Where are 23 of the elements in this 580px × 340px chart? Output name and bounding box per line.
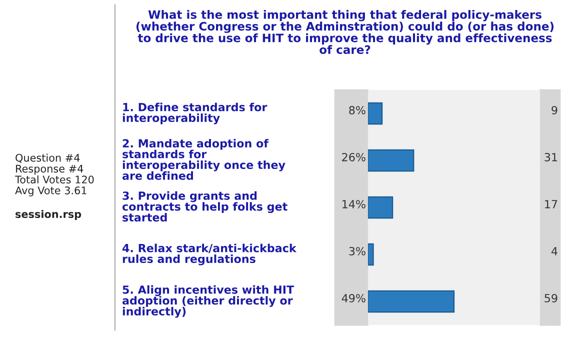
text: session.rsp [16, 210, 82, 220]
y-tick-label: 3. Provide grants and contracts to help folks get started [122, 191, 288, 222]
text: 9 [552, 106, 558, 114]
bar [368, 149, 414, 172]
y-tick-label: 2. Mandate adoption of standards for interoperability once they are defined [122, 138, 286, 180]
text: 4 [551, 247, 558, 256]
y-tick-label: 5. Align incentives with HIT adoption (either directly or indirectly) [122, 285, 294, 318]
text: 59 [544, 294, 558, 302]
data-label: 49% [342, 294, 366, 302]
data-label: 3% [349, 246, 366, 256]
data-label: 8% [349, 106, 366, 114]
bar [368, 196, 394, 219]
data-label: 14% [342, 200, 366, 208]
bar [368, 290, 455, 313]
text: Question #4 Response #4 Total Votes 120 Avg Vote 3.61 [14, 154, 94, 196]
bar [368, 243, 374, 266]
y-tick-label: 1. Define standards for interoperability [122, 102, 268, 124]
text: 17 [545, 200, 558, 208]
text: 31 [544, 152, 557, 162]
y-tick-label: 4. Relax stark/anti-kickback rules and regulations [122, 244, 297, 266]
data-label: 26% [342, 152, 366, 162]
chart-title: What is the most important thing that federal policy-makers (whether Congress or the Adminstration) could do (or has done) to drive the use of HIT to improve the quality and effectiveness of care? [136, 10, 554, 54]
bar [368, 102, 383, 125]
